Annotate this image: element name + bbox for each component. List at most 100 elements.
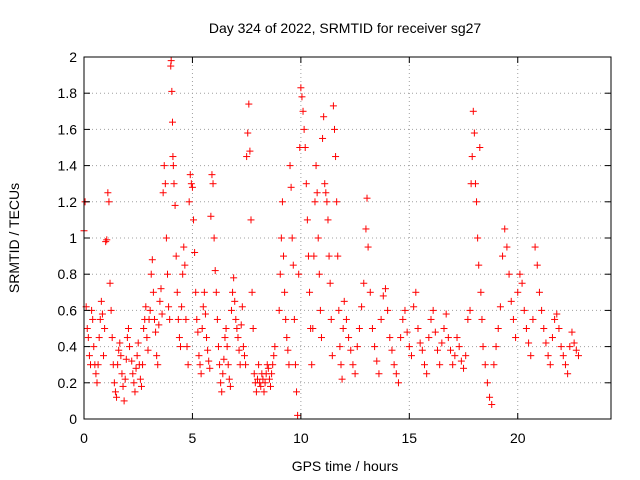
data-point bbox=[319, 134, 327, 142]
data-point bbox=[244, 129, 252, 137]
data-point bbox=[212, 288, 220, 296]
data-point bbox=[243, 153, 251, 161]
data-point bbox=[143, 334, 151, 342]
data-point bbox=[468, 153, 476, 161]
data-point bbox=[337, 361, 345, 369]
data-point bbox=[149, 288, 157, 296]
data-point bbox=[574, 352, 582, 360]
data-point bbox=[522, 325, 530, 332]
data-point bbox=[217, 379, 225, 387]
data-point bbox=[173, 288, 181, 296]
data-point bbox=[195, 352, 203, 360]
data-point bbox=[136, 375, 144, 383]
data-point bbox=[276, 270, 284, 278]
data-point bbox=[440, 325, 448, 332]
data-point bbox=[198, 325, 206, 332]
data-point bbox=[231, 297, 239, 305]
data-point bbox=[129, 370, 137, 378]
data-point bbox=[475, 261, 483, 269]
data-point bbox=[187, 180, 195, 188]
data-point bbox=[158, 310, 166, 318]
data-point bbox=[280, 252, 288, 260]
data-point bbox=[353, 343, 361, 351]
data-point bbox=[169, 153, 177, 161]
data-point bbox=[527, 352, 535, 360]
data-point bbox=[423, 370, 431, 378]
data-point bbox=[464, 315, 472, 323]
data-point bbox=[453, 334, 461, 342]
data-point bbox=[130, 379, 138, 387]
data-point bbox=[206, 364, 214, 372]
data-point bbox=[259, 375, 267, 383]
data-point bbox=[394, 379, 402, 387]
data-point bbox=[178, 303, 186, 311]
data-point bbox=[123, 334, 131, 342]
data-point bbox=[168, 118, 176, 126]
data-point bbox=[351, 370, 359, 378]
data-point bbox=[366, 288, 374, 296]
data-point bbox=[505, 270, 513, 278]
data-point bbox=[476, 144, 484, 151]
data-point bbox=[347, 346, 355, 354]
y-tick-label: 0.4 bbox=[58, 339, 78, 355]
data-point bbox=[257, 382, 265, 390]
data-point bbox=[193, 315, 201, 323]
data-point bbox=[245, 100, 253, 108]
data-point bbox=[238, 303, 246, 311]
data-point bbox=[473, 198, 481, 206]
data-point bbox=[451, 352, 459, 360]
data-point bbox=[281, 288, 289, 296]
data-point bbox=[180, 243, 188, 251]
data-point bbox=[388, 346, 396, 354]
data-point bbox=[92, 370, 100, 378]
data-point bbox=[470, 129, 478, 137]
data-point bbox=[232, 315, 240, 323]
x-tick-label: 5 bbox=[189, 430, 197, 446]
data-point bbox=[233, 325, 241, 332]
data-point bbox=[177, 343, 185, 351]
data-point bbox=[182, 315, 190, 323]
data-point bbox=[427, 315, 435, 323]
data-point bbox=[157, 285, 165, 293]
data-point bbox=[205, 357, 213, 365]
data-point bbox=[107, 306, 115, 314]
data-point bbox=[271, 343, 279, 351]
data-point bbox=[512, 334, 520, 342]
data-point bbox=[531, 243, 539, 251]
data-point bbox=[286, 162, 294, 170]
y-tick-label: 0.6 bbox=[58, 302, 78, 318]
data-point bbox=[192, 288, 200, 296]
data-point bbox=[349, 361, 357, 369]
data-point bbox=[516, 270, 524, 278]
data-point bbox=[156, 297, 164, 305]
data-point bbox=[568, 328, 576, 336]
data-point bbox=[483, 379, 491, 387]
data-point bbox=[334, 252, 342, 260]
data-point bbox=[313, 189, 321, 197]
y-tick-label: 2 bbox=[69, 49, 77, 65]
data-point bbox=[322, 189, 330, 197]
data-point bbox=[533, 261, 541, 269]
data-point bbox=[89, 315, 97, 323]
data-point bbox=[518, 279, 526, 287]
data-point bbox=[229, 288, 237, 296]
data-point bbox=[327, 315, 335, 323]
data-point bbox=[377, 315, 385, 323]
data-point bbox=[444, 334, 452, 342]
data-point bbox=[139, 361, 147, 369]
data-point bbox=[155, 321, 163, 329]
grid bbox=[84, 57, 611, 419]
data-point bbox=[132, 364, 140, 372]
data-point bbox=[98, 310, 106, 318]
y-tick-label: 0 bbox=[69, 411, 77, 427]
data-point bbox=[221, 334, 229, 342]
data-point bbox=[85, 352, 93, 360]
data-point bbox=[289, 261, 297, 269]
data-point bbox=[277, 234, 285, 242]
data-point bbox=[414, 325, 422, 332]
axes: 00.20.40.60.811.21.41.61.820 5 10 15 20 bbox=[58, 49, 612, 446]
data-point bbox=[542, 339, 550, 347]
data-point bbox=[142, 303, 150, 311]
data-point bbox=[219, 370, 227, 378]
data-point bbox=[269, 361, 277, 369]
